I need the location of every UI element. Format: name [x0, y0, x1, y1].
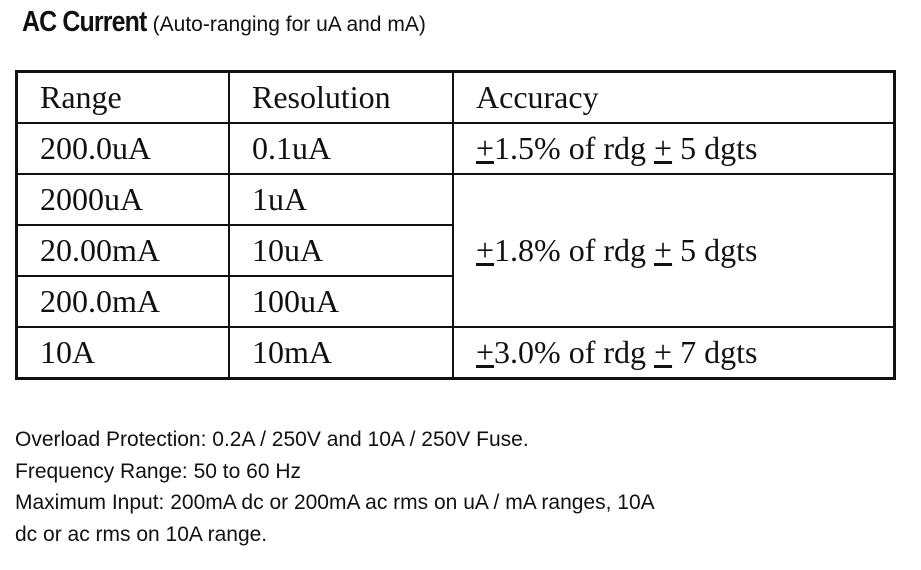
- plus-minus-sign: +: [654, 232, 673, 268]
- section-title-main: AC Current: [22, 6, 147, 38]
- note-max-input: Maximum Input: 200mA dc or 200mA ac rms …: [15, 491, 655, 514]
- note-max-input-cont: dc or ac rms on 10A range.: [15, 522, 268, 546]
- plus-minus-sign: +: [654, 130, 673, 166]
- header-accuracy: Accuracy: [452, 70, 896, 124]
- plus-minus-sign: +: [476, 130, 495, 166]
- accuracy-digits: 7 dgts: [672, 334, 758, 370]
- section-title-sub: (Auto-ranging for uA and mA): [152, 13, 426, 36]
- table-row: 20.00mA 10uA: [15, 224, 895, 277]
- table-row: 2000uA 1uA +1.8% of rdg + 5 dgts: [15, 173, 896, 328]
- spec-table: Range Resolution Accuracy 200.0uA 0.1uA …: [15, 70, 896, 380]
- cell-resolution: 10uA: [228, 224, 454, 277]
- plus-minus-sign: +: [476, 232, 495, 268]
- spec-notes: Overload Protection: 0.2A / 250V and 10A…: [15, 424, 655, 550]
- cell-resolution: 0.1uA: [228, 122, 454, 175]
- cell-accuracy: +3.0% of rdg + 7 dgts: [452, 326, 896, 380]
- note-overload: Overload Protection: 0.2A / 250V and 10A…: [15, 428, 529, 451]
- note-frequency: Frequency Range: 50 to 60 Hz: [15, 459, 302, 483]
- plus-minus-sign: +: [654, 334, 673, 370]
- cell-resolution: 1uA: [228, 173, 454, 226]
- table-row: 10A 10mA +3.0% of rdg + 7 dgts: [15, 326, 896, 380]
- plus-minus-sign: +: [476, 334, 495, 370]
- section-title: AC Current (Auto-ranging for uA and mA): [22, 6, 426, 39]
- cell-accuracy: +1.8% of rdg + 5 dgts: [452, 173, 896, 328]
- table-header-row: Range Resolution Accuracy: [15, 70, 896, 124]
- table-row: 200.0mA 100uA: [15, 275, 895, 328]
- cell-range: 2000uA: [15, 173, 230, 226]
- accuracy-digits: 5 dgts: [672, 130, 758, 166]
- header-range: Range: [15, 70, 230, 124]
- cell-range: 200.0uA: [15, 122, 230, 175]
- accuracy-percent: 3.0% of rdg: [494, 334, 655, 370]
- header-resolution: Resolution: [228, 70, 454, 124]
- cell-accuracy: +1.5% of rdg + 5 dgts: [452, 122, 896, 175]
- cell-resolution: 10mA: [228, 326, 454, 380]
- accuracy-percent: 1.8% of rdg: [494, 232, 655, 268]
- table-row: 200.0uA 0.1uA +1.5% of rdg + 5 dgts: [15, 122, 896, 175]
- cell-range: 20.00mA: [15, 224, 230, 277]
- cell-range: 200.0mA: [15, 275, 230, 328]
- accuracy-digits: 5 dgts: [672, 232, 758, 268]
- accuracy-percent: 1.5% of rdg: [494, 130, 655, 166]
- cell-resolution: 100uA: [228, 275, 454, 328]
- cell-range: 10A: [15, 326, 230, 380]
